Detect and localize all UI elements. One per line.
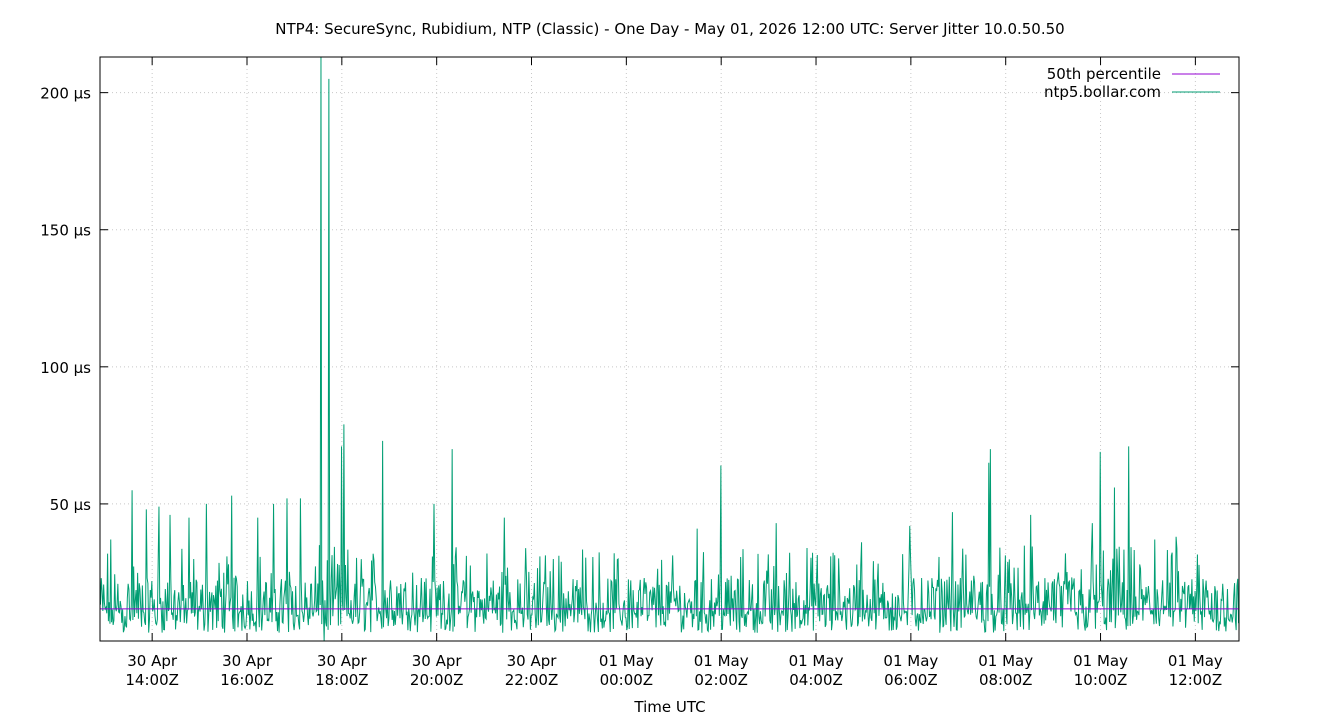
x-tick-label-time: 00:00Z [600, 671, 654, 689]
plot-border [99, 56, 1240, 642]
series-line-ntp5 [99, 56, 1240, 642]
x-tick-label-date: 01 May [883, 652, 938, 670]
x-tick-label-date: 30 Apr [507, 652, 558, 670]
x-tick-label-time: 20:00Z [410, 671, 464, 689]
x-tick-label-date: 30 Apr [222, 652, 273, 670]
legend: 50th percentile ntp5.bollar.com [1044, 65, 1220, 101]
y-tick-label: 200 µs [40, 85, 91, 103]
y-axis-ticks: 50 µs 100 µs 150 µs 200 µs [40, 85, 1239, 514]
x-tick-label-time: 14:00Z [125, 671, 179, 689]
x-axis-title: Time UTC [633, 698, 705, 716]
x-tick-label-date: 01 May [694, 652, 749, 670]
y-tick-label: 50 µs [50, 496, 91, 514]
x-tick-label-time: 10:00Z [1074, 671, 1128, 689]
legend-label-ntp5: ntp5.bollar.com [1044, 83, 1161, 101]
x-tick-label-time: 18:00Z [315, 671, 369, 689]
x-tick-label-date: 30 Apr [317, 652, 368, 670]
x-tick-label-time: 08:00Z [979, 671, 1033, 689]
x-tick-label-time: 04:00Z [789, 671, 843, 689]
x-tick-label-time: 12:00Z [1169, 671, 1223, 689]
grid-lines [100, 57, 1239, 641]
x-tick-label-date: 01 May [1168, 652, 1223, 670]
y-tick-label: 150 µs [40, 222, 91, 240]
x-tick-label-time: 06:00Z [884, 671, 938, 689]
x-tick-label-date: 01 May [1073, 652, 1128, 670]
x-tick-label-date: 01 May [978, 652, 1033, 670]
x-tick-label-time: 22:00Z [505, 671, 559, 689]
x-tick-label-time: 02:00Z [694, 671, 748, 689]
x-tick-label-date: 01 May [599, 652, 654, 670]
y-tick-label: 100 µs [40, 359, 91, 377]
legend-label-50th-percentile: 50th percentile [1047, 65, 1161, 83]
chart-title: NTP4: SecureSync, Rubidium, NTP (Classic… [275, 20, 1064, 38]
x-tick-label-date: 30 Apr [127, 652, 178, 670]
x-tick-label-date: 30 Apr [412, 652, 463, 670]
x-tick-label-time: 16:00Z [220, 671, 274, 689]
x-tick-label-date: 01 May [789, 652, 844, 670]
plot-series [99, 56, 1240, 642]
